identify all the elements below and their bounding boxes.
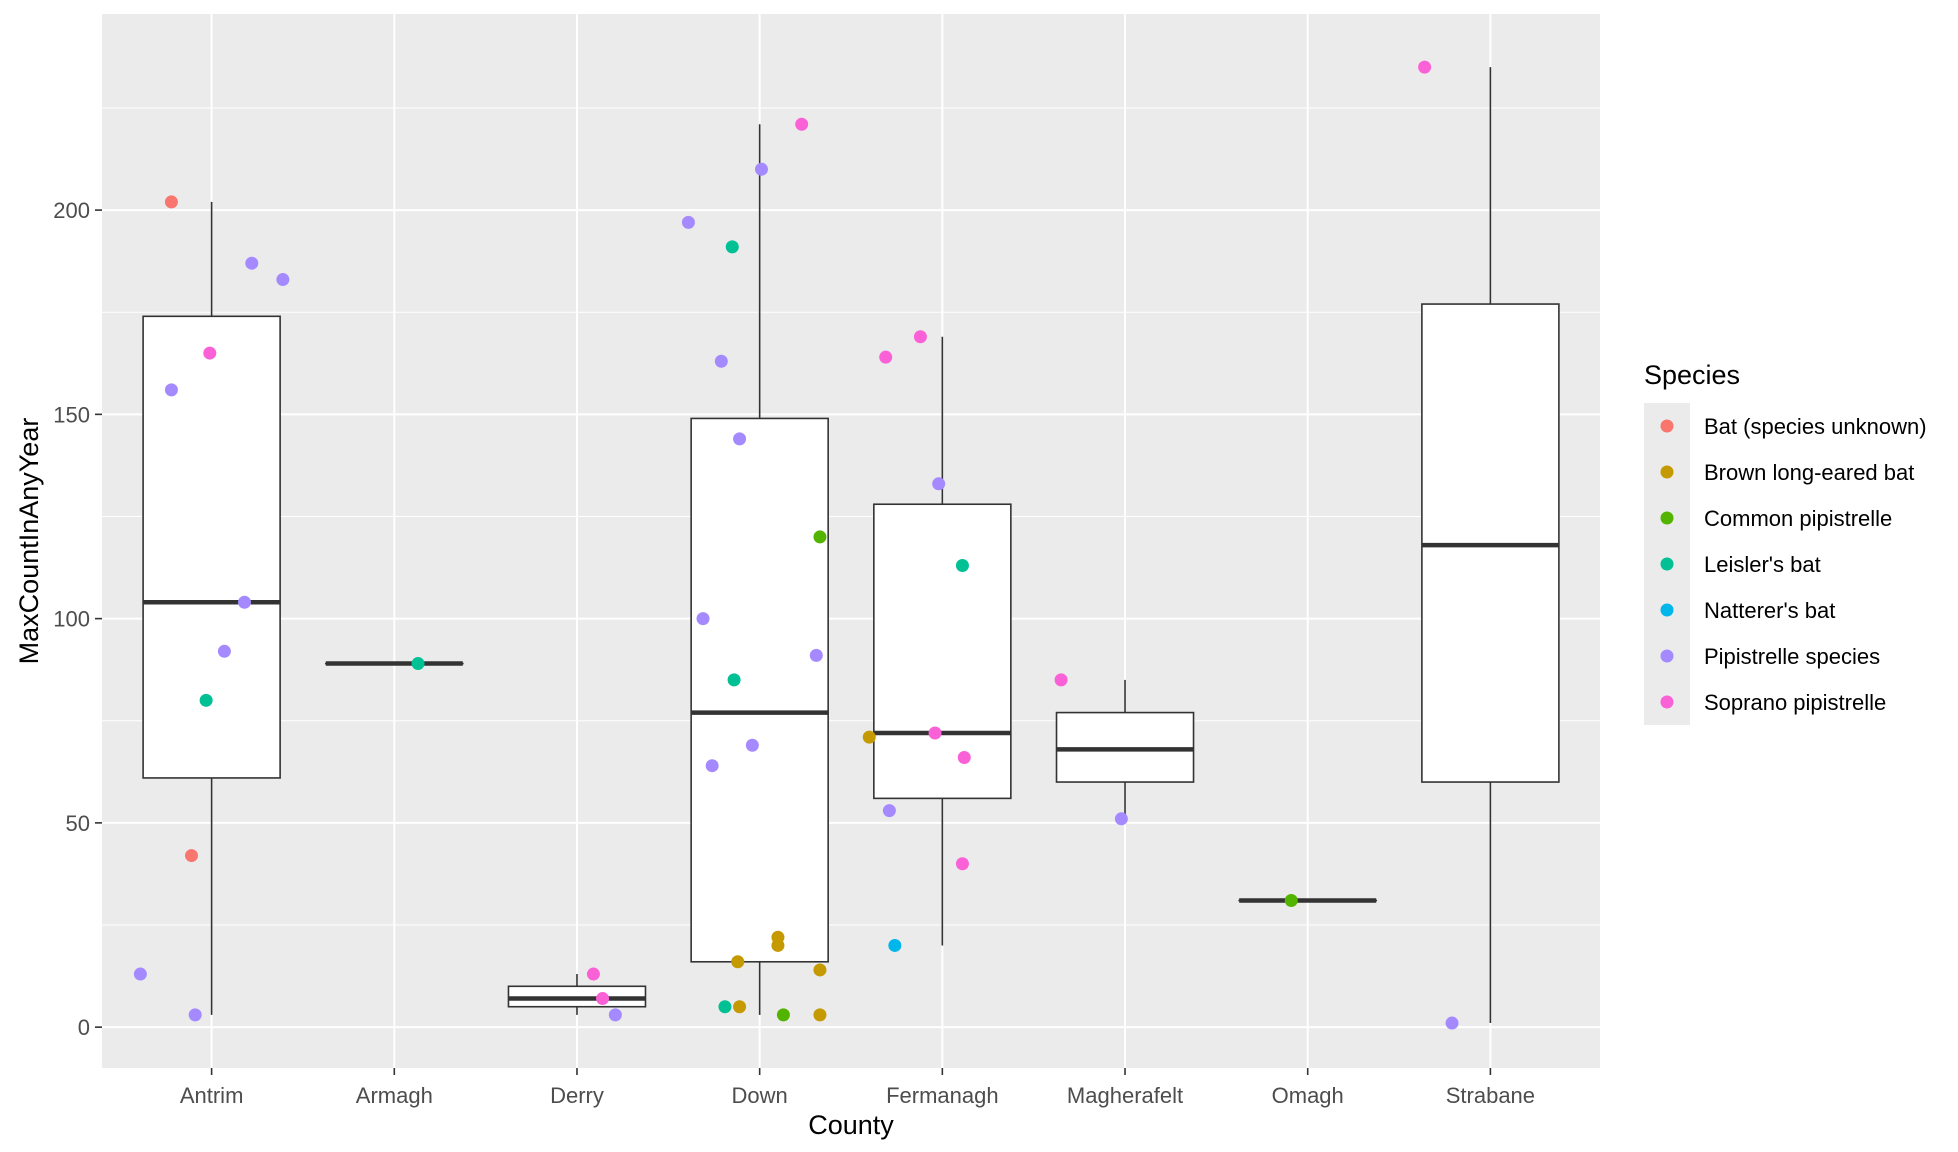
data-point: [608, 1008, 622, 1022]
y-tick-label: 100: [53, 607, 90, 632]
data-point: [714, 354, 728, 368]
data-point: [771, 938, 785, 952]
legend-label: Brown long-eared bat: [1704, 460, 1914, 485]
data-point: [188, 1008, 202, 1022]
legend: Species Bat (species unknown) Brown long-…: [1644, 360, 1927, 725]
data-point: [718, 1000, 732, 1014]
legend-label: Leisler's bat: [1704, 552, 1821, 577]
y-axis-title: MaxCountInAnyYear: [14, 418, 44, 665]
data-point: [185, 849, 199, 863]
data-point: [1418, 60, 1432, 74]
legend-swatch: [1660, 465, 1674, 479]
x-axis-title: County: [808, 1110, 894, 1140]
x-tick-label: Antrim: [180, 1083, 244, 1108]
data-point: [731, 955, 745, 969]
data-point: [681, 215, 695, 229]
legend-swatch: [1660, 419, 1674, 433]
data-point: [754, 162, 768, 176]
y-tick-label: 50: [66, 811, 90, 836]
data-point: [696, 612, 710, 626]
data-point: [164, 195, 178, 209]
data-point: [733, 432, 747, 446]
data-point: [725, 240, 739, 254]
x-tick-label: Down: [732, 1083, 788, 1108]
data-point: [813, 1008, 827, 1022]
data-point: [809, 648, 823, 662]
legend-label: Bat (species unknown): [1704, 414, 1927, 439]
x-tick-label: Armagh: [356, 1083, 433, 1108]
data-point: [276, 273, 290, 287]
legend-label: Soprano pipistrelle: [1704, 690, 1886, 715]
x-tick-label: Fermanagh: [886, 1083, 999, 1108]
data-point: [882, 804, 896, 818]
data-point: [795, 117, 809, 131]
data-point: [705, 759, 719, 773]
data-point: [733, 1000, 747, 1014]
plot-panel-background: [102, 14, 1600, 1068]
data-point: [813, 530, 827, 544]
legend-swatch: [1660, 603, 1674, 617]
x-axis: Antrim Armagh Derry Down Fermanagh Magherafel…: [180, 1068, 1535, 1108]
data-points: [133, 60, 1459, 1030]
legend-swatch: [1660, 695, 1674, 709]
data-point: [596, 992, 610, 1006]
data-point: [813, 963, 827, 977]
x-tick-label: Derry: [550, 1083, 604, 1108]
data-point: [199, 693, 213, 707]
data-point: [164, 383, 178, 397]
data-point: [245, 256, 259, 270]
data-point: [862, 730, 876, 744]
data-point: [745, 738, 759, 752]
data-point: [237, 595, 251, 609]
x-tick-label: Magherafelt: [1067, 1083, 1183, 1108]
data-point: [957, 751, 971, 765]
legend-swatch: [1660, 511, 1674, 525]
data-point: [1054, 673, 1068, 687]
data-point: [1114, 812, 1128, 826]
y-tick-label: 150: [53, 402, 90, 427]
data-point: [411, 657, 425, 671]
data-point: [203, 346, 217, 360]
data-point: [776, 1008, 790, 1022]
data-point: [928, 726, 942, 740]
data-point: [727, 673, 741, 687]
data-point: [955, 857, 969, 871]
legend-label: Pipistrelle species: [1704, 644, 1880, 669]
data-point: [1445, 1016, 1459, 1030]
y-axis: 0 50 100 150 200: [53, 198, 102, 1040]
legend-label: Natterer's bat: [1704, 598, 1835, 623]
data-point: [133, 967, 147, 981]
boxplot-strabane: [1421, 67, 1560, 1024]
data-point: [879, 350, 893, 364]
y-tick-label: 0: [78, 1015, 90, 1040]
data-point: [1284, 894, 1298, 908]
data-point: [932, 477, 946, 491]
boxplot-fermanagh: [873, 336, 1012, 946]
x-tick-label: Omagh: [1272, 1083, 1344, 1108]
data-point: [888, 938, 902, 952]
x-tick-label: Strabane: [1446, 1083, 1535, 1108]
legend-swatch: [1660, 649, 1674, 663]
data-point: [913, 330, 927, 344]
box: [142, 315, 281, 779]
y-tick-label: 200: [53, 198, 90, 223]
legend-label: Common pipistrelle: [1704, 506, 1892, 531]
data-point: [217, 644, 231, 658]
boxplot-derry: [507, 974, 647, 1015]
boxplot-magherafelt: [1055, 679, 1195, 819]
legend-swatch: [1660, 557, 1674, 571]
box: [873, 503, 1012, 800]
data-point: [955, 559, 969, 573]
boxplot-down: [690, 124, 829, 1015]
legend-title: Species: [1644, 360, 1740, 390]
data-point: [586, 967, 600, 981]
box: [690, 417, 829, 963]
